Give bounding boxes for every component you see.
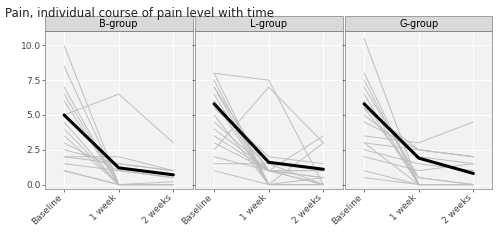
Bar <box>195 16 342 31</box>
Text: B-group: B-group <box>100 19 138 29</box>
Text: L-group: L-group <box>250 19 288 29</box>
Text: Pain, individual course of pain level with time: Pain, individual course of pain level wi… <box>5 7 274 20</box>
Bar <box>45 16 193 31</box>
Text: G-group: G-group <box>399 19 438 29</box>
Bar <box>345 16 492 31</box>
